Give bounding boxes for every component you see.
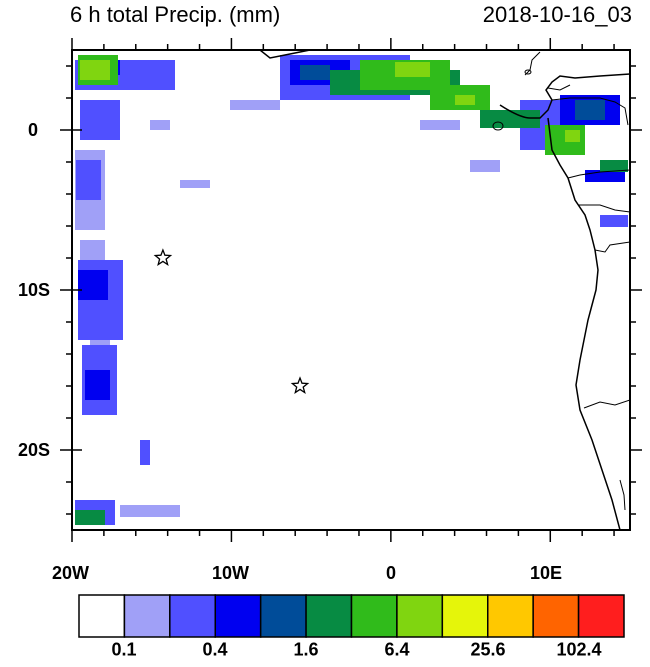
lon-label-10e: 10E [530,563,563,583]
lon-label-0: 0 [386,563,397,583]
markers-layer [153,248,310,394]
colorbar-label: 0.1 [111,639,137,660]
precip-field [75,55,628,525]
lat-label-20s: 20S [18,440,51,460]
colorbar-swatch [441,594,489,638]
colorbar [78,594,625,638]
colorbar-swatch [350,594,398,638]
colorbar-swatch [577,594,625,638]
country-borders [492,51,630,511]
star-marker [290,376,310,394]
map-title: 6 h total Precip. (mm) [70,2,281,27]
valid-time: 2018-10-16_03 [482,2,632,27]
colorbar-label: 102.4 [556,639,602,660]
coastline [259,50,630,530]
colorbar-swatch [487,594,534,638]
colorbar-swatch [78,594,126,638]
colorbar-swatch [259,594,307,638]
lon-label-20w: 20W [52,563,90,583]
colorbar-label: 6.4 [384,639,410,660]
colorbar-swatch [214,594,262,638]
star-marker [153,248,173,266]
colorbar-label: 1.6 [293,639,319,660]
colorbar-swatch [169,594,216,638]
lat-label-10s: 10S [18,280,51,300]
colorbar-label: 25.6 [470,639,506,660]
colorbar-swatch [396,594,444,638]
lon-label-10w: 10W [212,563,250,583]
colorbar-swatch [532,594,580,638]
lat-label-0: 0 [28,120,39,140]
axis-ticks [60,38,642,542]
colorbar-label: 0.4 [202,639,228,660]
colorbar-swatch [305,594,353,638]
colorbar-swatch [123,594,171,638]
